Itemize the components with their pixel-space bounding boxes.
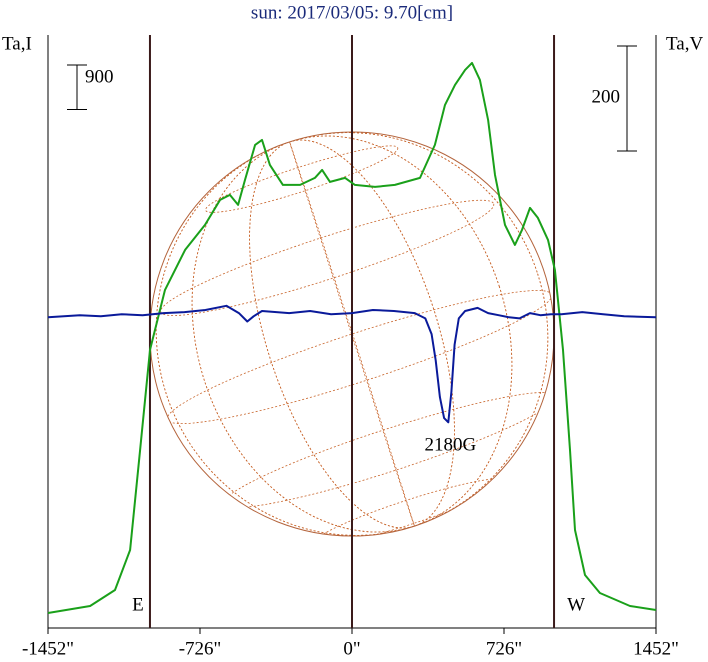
- parallel: [166, 290, 553, 425]
- x-tick-label: -726": [179, 638, 222, 659]
- series-line: [47, 304, 657, 424]
- limb-label: E: [132, 594, 144, 615]
- series-line: [47, 61, 657, 614]
- chart-title: sun: 2017/03/05: 9.70[cm]: [251, 2, 453, 23]
- y2-axis-label: Ta,V: [666, 33, 703, 54]
- y-axis-label: Ta,I: [2, 33, 32, 54]
- scale-bar: [617, 45, 637, 152]
- x-tick-label: -1452": [22, 638, 74, 659]
- x-tick-label: 0": [343, 638, 360, 659]
- parallel: [160, 199, 495, 316]
- annotation: 2180G: [425, 434, 477, 455]
- x-tick-label: 1452": [633, 638, 679, 659]
- scale-bar: [67, 64, 87, 110]
- scale-bar-label: 200: [592, 86, 621, 107]
- x-tick-label: 726": [486, 638, 522, 659]
- scale-bar-label: 900: [85, 66, 114, 87]
- limb-label: W: [567, 594, 585, 615]
- parallel: [205, 145, 399, 213]
